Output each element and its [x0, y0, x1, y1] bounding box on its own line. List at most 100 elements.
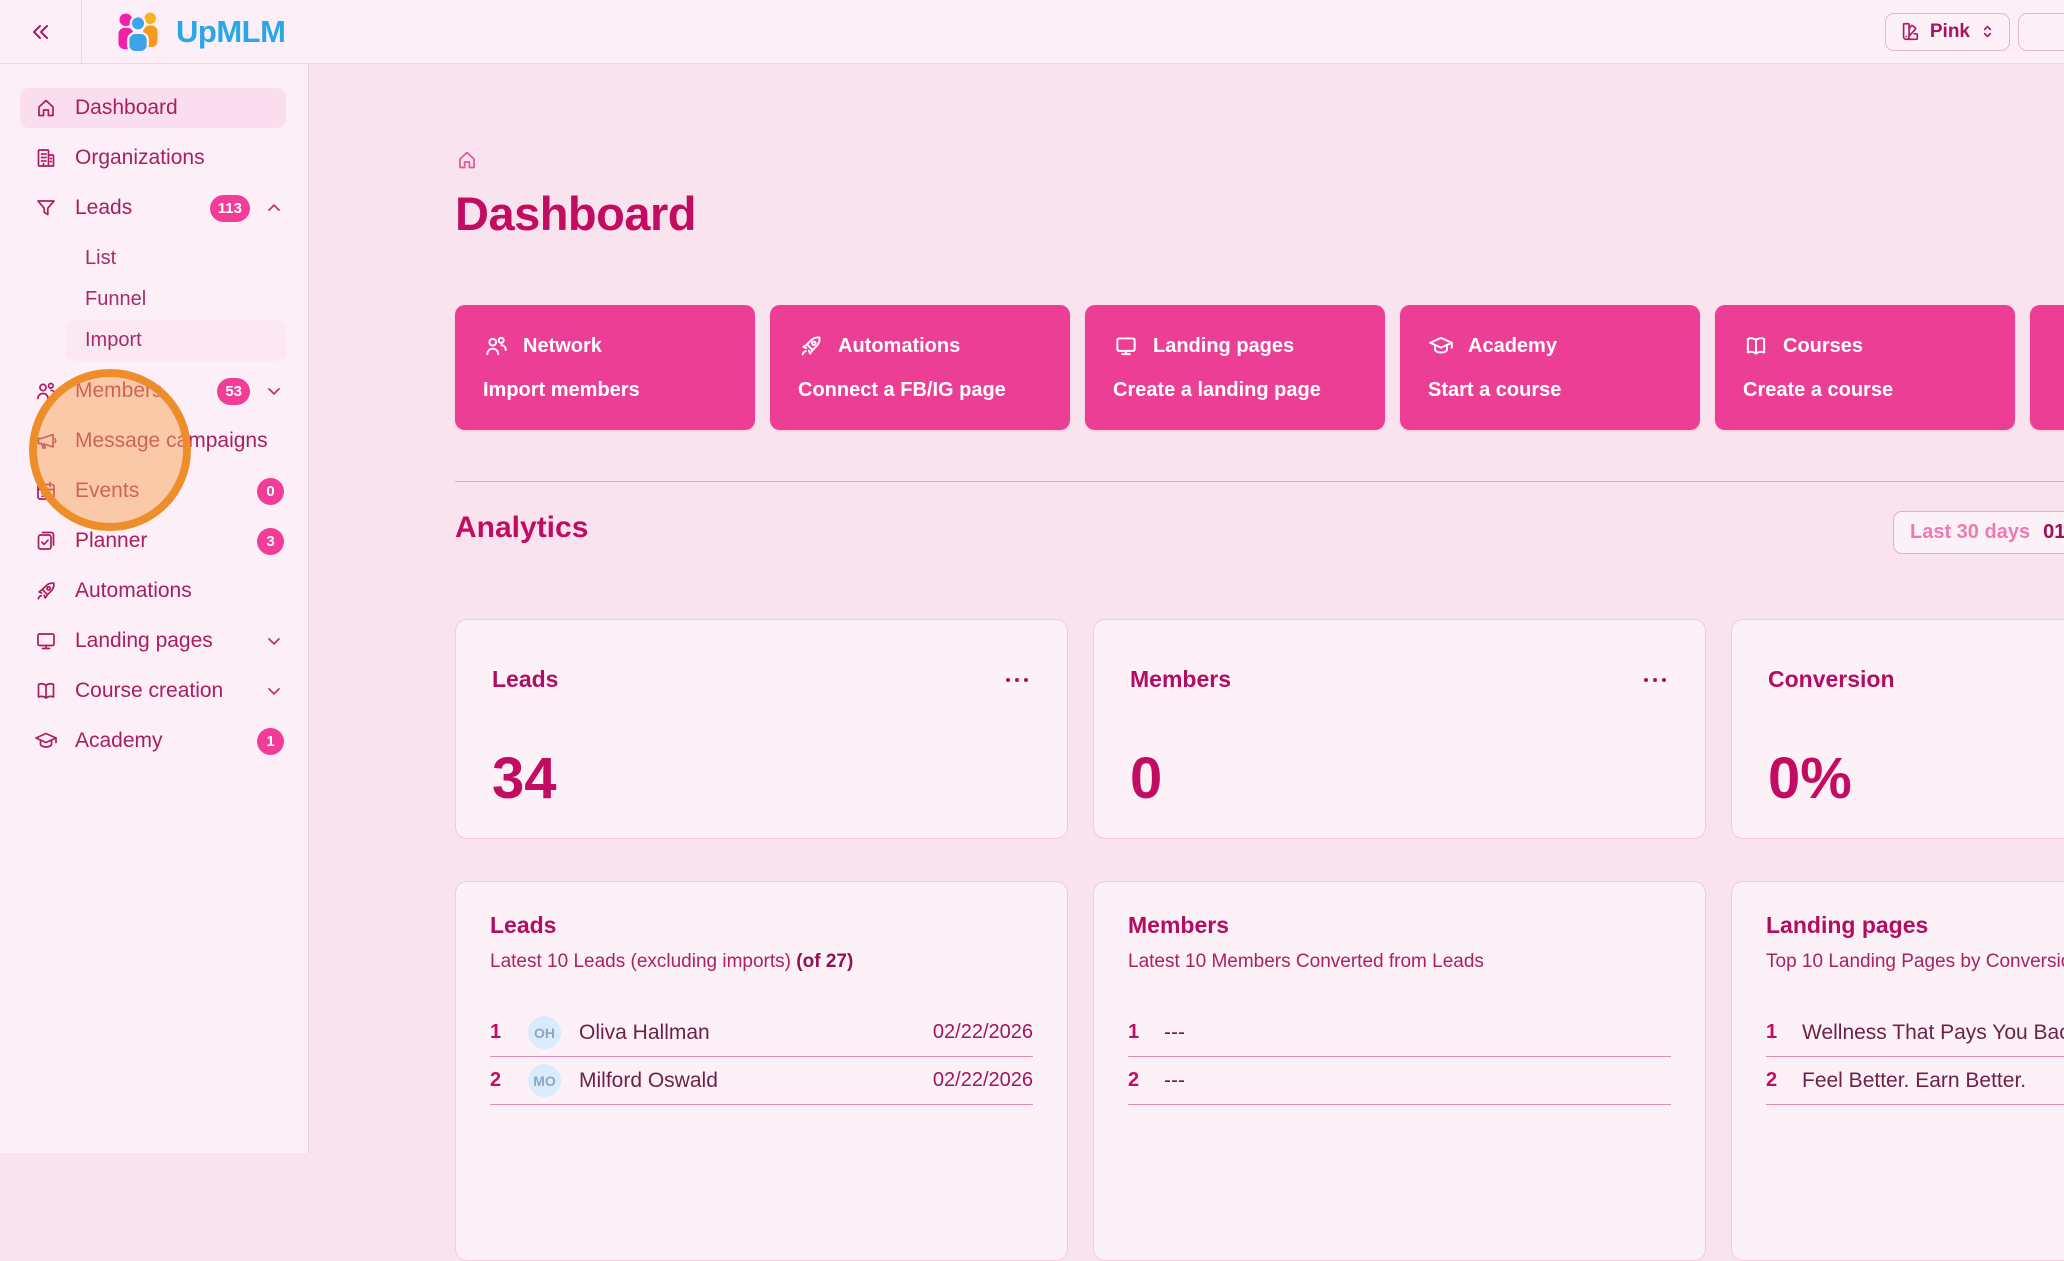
sidebar-subitem-funnel[interactable]: Funnel: [85, 288, 147, 310]
avatar: MO: [528, 1064, 561, 1097]
sidebar-collapse-button[interactable]: [0, 0, 82, 63]
quick-action-title: Courses: [1783, 334, 1864, 357]
row-number: 1: [490, 1021, 502, 1043]
sidebar-item-label: Message campaigns: [75, 429, 268, 452]
graduation-cap-icon: [34, 729, 58, 753]
clipboard-check-icon: [34, 529, 58, 553]
member-placeholder: ---: [1164, 1020, 1185, 1044]
topbar: UpMLM Pink: [0, 0, 2064, 64]
analytics-section-title: Analytics: [455, 511, 589, 544]
landing-page-name: Wellness That Pays You Back: [1802, 1020, 2064, 1044]
stat-card-value: 0%: [1768, 746, 1852, 811]
users-icon: [34, 379, 58, 403]
date-range-filter[interactable]: Last 30 days 01/2: [1893, 511, 2064, 554]
sidebar-item-message-campaigns[interactable]: Message campaigns: [20, 421, 286, 461]
sidebar-item-label: Organizations: [75, 146, 205, 169]
app-logo[interactable]: UpMLM: [112, 9, 286, 55]
sidebar-item-events[interactable]: Events 0: [20, 471, 286, 511]
section-divider: [455, 481, 2064, 482]
swatch-book-icon: [1899, 21, 1921, 43]
quick-action-subtitle: Create a landing page: [1113, 379, 1321, 401]
sidebar-item-label: Landing pages: [75, 629, 213, 652]
lead-date: 02/22/2026: [932, 1069, 1033, 1091]
lead-date: 02/22/2026: [932, 1021, 1033, 1043]
list-item[interactable]: 1 OH Oliva Hallman 02/22/2026: [490, 1009, 1033, 1057]
quick-action-subtitle: Create a course: [1743, 379, 1894, 401]
sidebar-item-automations[interactable]: Automations: [20, 571, 286, 611]
rocket-icon: [34, 579, 58, 603]
list-card-title: Landing pages: [1766, 912, 1929, 938]
planner-count-badge: 3: [257, 527, 284, 555]
row-number: 2: [1766, 1069, 1778, 1091]
sidebar-subitem-import[interactable]: Import: [65, 320, 287, 361]
building-icon: [34, 146, 58, 170]
theme-selector-value: Pink: [1929, 20, 1970, 42]
row-number: 1: [1766, 1021, 1778, 1043]
list-item[interactable]: 2 Feel Better. Earn Better.: [1766, 1057, 2064, 1105]
quick-action-network[interactable]: Network Import members: [455, 305, 755, 430]
chevron-up-icon: [264, 198, 284, 218]
list-item[interactable]: 2 MO Milford Oswald 02/22/2026: [490, 1057, 1033, 1105]
members-list: 1 --- 2 ---: [1128, 1009, 1671, 1105]
ellipsis-menu-icon[interactable]: [1641, 670, 1669, 690]
landing-pages-list: 1 Wellness That Pays You Back 2 Feel Bet…: [1766, 1009, 2064, 1105]
sidebar-item-planner[interactable]: Planner 3: [20, 521, 286, 561]
stat-card-leads: Leads 34: [455, 619, 1068, 839]
quick-action-subtitle: Start a course: [1428, 379, 1562, 401]
ellipsis-menu-icon[interactable]: [1003, 670, 1031, 690]
list-item[interactable]: 1 Wellness That Pays You Back: [1766, 1009, 2064, 1057]
funnel-icon: [34, 196, 58, 220]
stat-card-members: Members 0: [1093, 619, 1706, 839]
stat-card-title: Leads: [492, 666, 559, 692]
quick-action-landing-pages[interactable]: Landing pages Create a landing page: [1085, 305, 1385, 430]
chevron-down-icon: [264, 381, 284, 401]
quick-action-academy[interactable]: Academy Start a course: [1400, 305, 1700, 430]
calendar-icon: [34, 479, 58, 503]
graduation-cap-icon: [1428, 333, 1454, 359]
stat-cards-row: Leads 34 Members 0 Conversion 0%: [455, 619, 2064, 839]
lead-name: Milford Oswald: [579, 1068, 718, 1092]
sidebar-item-dashboard[interactable]: Dashboard: [20, 88, 286, 128]
sidebar-item-label: Automations: [75, 579, 192, 602]
list-item[interactable]: 2 ---: [1128, 1057, 1671, 1105]
sidebar-item-leads[interactable]: Leads 113: [20, 188, 286, 228]
monitor-icon: [34, 629, 58, 653]
sidebar-item-academy[interactable]: Academy 1: [20, 721, 286, 761]
stat-card-title: Conversion: [1768, 666, 1895, 692]
analytics-header: Analytics Last 30 days 01/2: [455, 511, 2064, 557]
list-card-subtitle-count: (of 27): [796, 951, 854, 972]
leads-count-badge: 113: [209, 194, 250, 222]
rocket-icon: [798, 333, 824, 359]
quick-action-automations[interactable]: Automations Connect a FB/IG page: [770, 305, 1070, 430]
list-cards-row: Leads Latest 10 Leads (excluding imports…: [455, 881, 2064, 1261]
sidebar-item-landing-pages[interactable]: Landing pages: [20, 621, 286, 661]
book-open-icon: [34, 679, 58, 703]
breadcrumb-home-icon[interactable]: [455, 148, 479, 172]
book-open-icon: [1743, 333, 1769, 359]
quick-action-card-partial[interactable]: [2030, 305, 2064, 430]
sidebar-item-members[interactable]: Members 53: [20, 371, 286, 411]
members-count-badge: 53: [217, 377, 250, 405]
row-number: 2: [1128, 1069, 1140, 1091]
row-number: 2: [490, 1069, 502, 1091]
home-icon: [34, 96, 58, 120]
sidebar-item-label: Planner: [75, 529, 148, 552]
sidebar-item-organizations[interactable]: Organizations: [20, 138, 286, 178]
sidebar-item-course-creation[interactable]: Course creation: [20, 671, 286, 711]
main-content: Dashboard Network Import members Automat…: [310, 63, 2064, 1261]
upmlm-logo-icon: [112, 9, 164, 55]
quick-action-subtitle: Connect a FB/IG page: [798, 379, 1006, 401]
list-card-landing-pages: Landing pages Top 10 Landing Pages by Co…: [1731, 881, 2064, 1261]
stat-card-value: 34: [492, 746, 557, 811]
quick-action-title: Landing pages: [1153, 334, 1295, 357]
list-card-title: Leads: [490, 912, 557, 938]
brand-name: UpMLM: [176, 13, 286, 49]
quick-action-courses[interactable]: Courses Create a course: [1715, 305, 2015, 430]
sidebar-subitem-list[interactable]: List: [85, 247, 117, 269]
theme-selector[interactable]: Pink: [1884, 12, 2010, 51]
lead-name: Oliva Hallman: [579, 1020, 710, 1044]
topbar-partial-button[interactable]: [2018, 12, 2064, 51]
sidebar-item-label: Members: [75, 379, 163, 402]
list-item[interactable]: 1 ---: [1128, 1009, 1671, 1057]
row-number: 1: [1128, 1021, 1140, 1043]
